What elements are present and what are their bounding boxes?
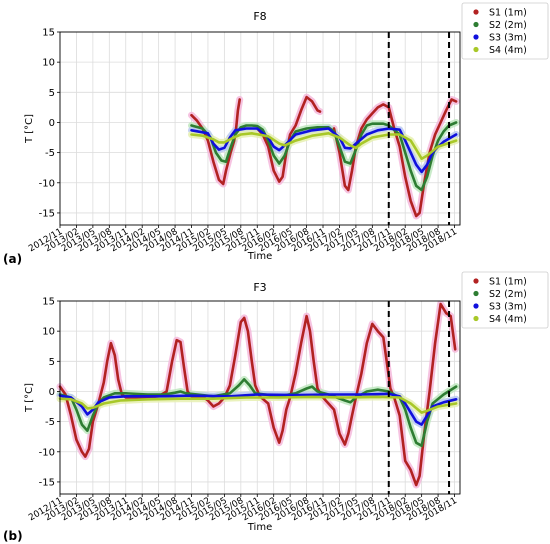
legend-entry-3: S3 (3m) bbox=[489, 33, 527, 44]
y-tick-label: -10 bbox=[39, 178, 55, 189]
legend-marker-2 bbox=[473, 290, 479, 297]
y-axis-label: T [°C] bbox=[24, 383, 35, 413]
y-tick-label: -5 bbox=[45, 148, 55, 159]
series-line-4 bbox=[58, 395, 458, 414]
legend-entry-2: S2 (2m) bbox=[489, 289, 527, 300]
series-line-4 bbox=[190, 132, 458, 160]
legend-entry-1: S1 (1m) bbox=[489, 277, 527, 288]
x-axis-label: Time bbox=[247, 522, 272, 533]
chart-panel-1: 151050-5-10-152012/112013/022013/052013/… bbox=[3, 2, 549, 266]
x-axis-label: Time bbox=[247, 251, 272, 262]
legend-box bbox=[461, 271, 549, 329]
legend-entry-1: S1 (1m) bbox=[489, 8, 527, 19]
y-tick-label: -15 bbox=[39, 477, 55, 488]
y-tick-label: 0 bbox=[49, 118, 55, 129]
legend-entry-4: S4 (4m) bbox=[489, 314, 527, 325]
legend-marker-1 bbox=[473, 278, 479, 284]
legend-marker-2 bbox=[473, 21, 479, 28]
plot-frame bbox=[59, 31, 461, 226]
legend: S1 (1m)S2 (2m) S3 (3m)S4 (4m) bbox=[461, 2, 549, 60]
y-axis-label: T [°C] bbox=[24, 114, 35, 144]
legend-marker-3 bbox=[473, 303, 479, 309]
series-line-3 bbox=[58, 392, 458, 426]
plot-frame bbox=[59, 300, 461, 495]
legend: S1 (1m)S2 (2m) S3 (3m)S4 (4m) bbox=[461, 271, 549, 329]
legend-marker-1 bbox=[473, 9, 479, 15]
chart-title: F8 bbox=[253, 10, 266, 23]
series-line-1 bbox=[58, 302, 457, 487]
chart-panel-2: 151050-5-10-152012/112013/022013/052013/… bbox=[3, 271, 549, 543]
legend-entry-4: S4 (4m) bbox=[489, 45, 527, 56]
y-tick-label: 15 bbox=[42, 297, 55, 308]
legend-box bbox=[461, 2, 549, 60]
y-tick-label: -10 bbox=[39, 447, 55, 458]
legend-entry-2: S2 (2m) bbox=[489, 20, 527, 31]
panel-label: (b) bbox=[3, 529, 23, 543]
panel-label: (a) bbox=[3, 252, 22, 266]
y-tick-label: 5 bbox=[49, 88, 55, 99]
chart-title: F3 bbox=[253, 281, 266, 294]
y-tick-label: 10 bbox=[42, 58, 55, 69]
y-tick-label: -15 bbox=[39, 208, 55, 219]
y-tick-label: 5 bbox=[49, 357, 55, 368]
y-tick-label: -5 bbox=[45, 417, 55, 428]
legend-marker-3 bbox=[473, 34, 479, 40]
legend-marker-4 bbox=[473, 46, 479, 53]
y-tick-label: 15 bbox=[42, 28, 55, 39]
y-tick-label: 10 bbox=[42, 327, 55, 338]
legend-entry-3: S3 (3m) bbox=[489, 302, 527, 313]
y-tick-label: 0 bbox=[49, 387, 55, 398]
legend-marker-4 bbox=[473, 315, 479, 322]
